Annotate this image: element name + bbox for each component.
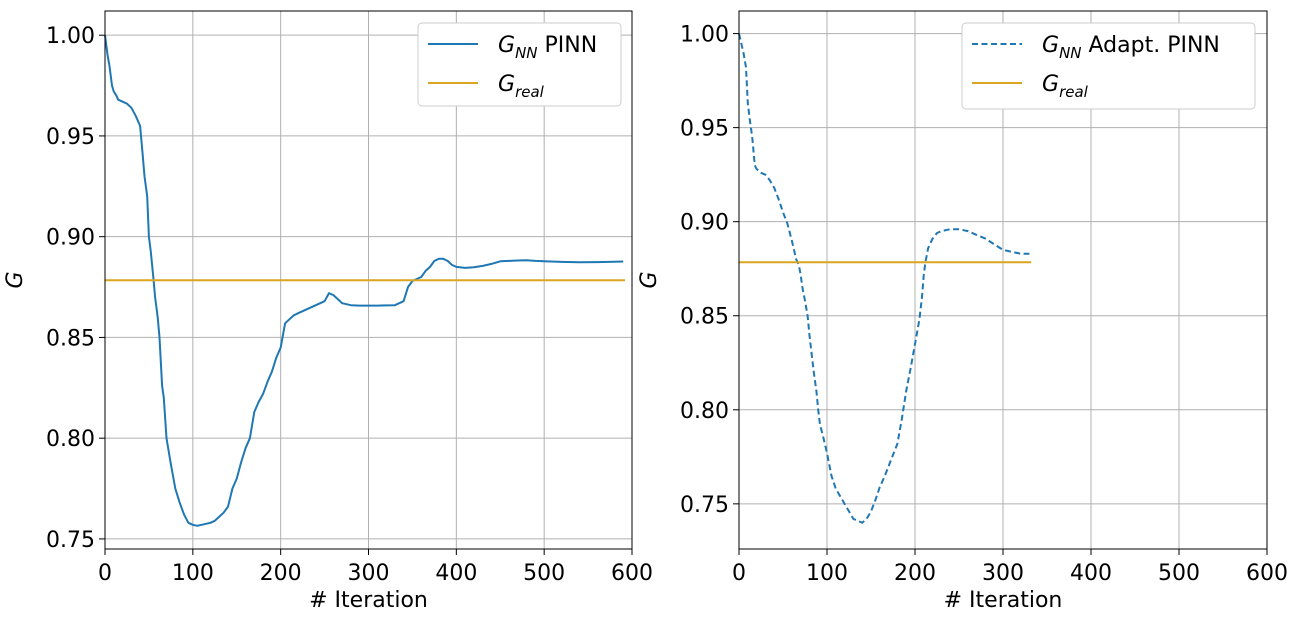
chart-panel-2: 0 100 200 300 400 500 600 0.75 0.80 0.85 0.90 0.95 1… [637, 10, 1288, 613]
x-tick-label: 0 [732, 561, 746, 586]
x-tick-label: 300 [348, 561, 390, 586]
y-tick-label: 1.00 [46, 24, 95, 49]
legend-entry: GNN Adapt. PINN [1042, 33, 1220, 62]
y-tick-label: 0.75 [680, 493, 729, 518]
x-tick-label: 100 [806, 561, 848, 586]
x-tick-label: 200 [260, 561, 302, 586]
legend-entry: Greal [1042, 72, 1089, 101]
x-tick-label: 100 [172, 561, 214, 586]
x-axis-label: # Iteration [309, 588, 428, 613]
y-axis-label: G [637, 271, 662, 288]
y-tick-label: 1.00 [680, 23, 729, 48]
y-tick-label: 0.95 [680, 117, 729, 142]
x-tick-label: 400 [1070, 561, 1112, 586]
legend: GNN PINN Greal [417, 22, 622, 107]
x-tick-label: 600 [611, 561, 653, 586]
x-tick-label: 0 [98, 561, 112, 586]
x-tick-label: 500 [523, 561, 565, 586]
y-tick-label: 0.95 [46, 125, 95, 150]
x-tick-label: 300 [982, 561, 1024, 586]
x-tick-label: 400 [435, 561, 477, 586]
x-tick-label: 600 [1246, 561, 1288, 586]
series-line-1 [738, 33, 1030, 524]
y-axis-label: G [3, 271, 28, 288]
plot-frame [738, 10, 1268, 550]
y-tick-label: 0.85 [46, 326, 95, 351]
x-axis-label: # Iteration [944, 588, 1063, 613]
y-tick-label: 0.90 [46, 226, 95, 251]
x-tick-label: 500 [1158, 561, 1200, 586]
y-tick-label: 0.80 [46, 427, 95, 452]
chart-panel-1: 0 100 200 300 400 500 600 0.75 0.80 0.85 0.90 0.95 1… [3, 10, 653, 613]
plot-frame [104, 10, 633, 550]
series-line-1 [104, 35, 624, 527]
legend-box [961, 22, 1256, 110]
legend: GNN Adapt. PINN Greal [961, 22, 1256, 110]
y-tick-label: 0.85 [680, 305, 729, 330]
x-tick-label: 200 [894, 561, 936, 586]
y-tick-label: 0.75 [46, 528, 95, 553]
y-tick-label: 0.90 [680, 211, 729, 236]
y-tick-label: 0.80 [680, 399, 729, 424]
legend-entry: Greal [498, 72, 545, 101]
legend-entry: GNN PINN [498, 33, 597, 62]
